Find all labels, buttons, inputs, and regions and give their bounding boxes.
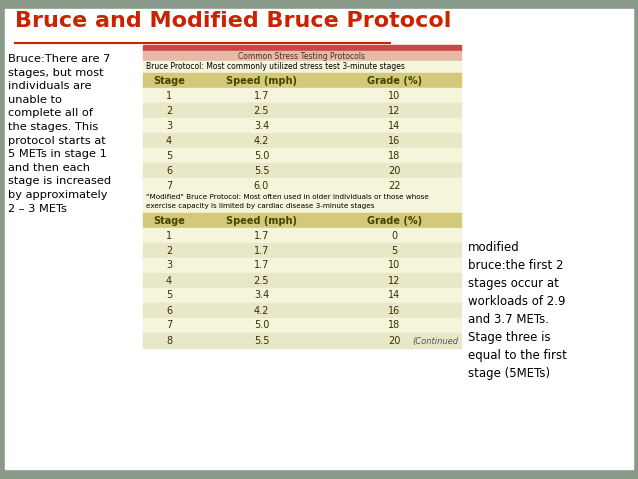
Text: 5.5: 5.5 — [254, 335, 269, 345]
Text: 4: 4 — [166, 136, 172, 146]
Text: 7: 7 — [166, 320, 172, 331]
Text: 1: 1 — [166, 230, 172, 240]
Text: exercise capacity is limited by cardiac disease 3-minute stages: exercise capacity is limited by cardiac … — [146, 203, 375, 209]
Text: 20: 20 — [389, 166, 401, 175]
Text: 2: 2 — [166, 105, 172, 115]
Text: 1.7: 1.7 — [254, 261, 269, 271]
Bar — [143, 333, 461, 348]
Bar — [143, 243, 461, 258]
Text: 6: 6 — [166, 166, 172, 175]
Text: 5: 5 — [391, 246, 397, 255]
Bar — [143, 133, 461, 148]
Bar — [143, 318, 461, 333]
Text: 6.0: 6.0 — [254, 181, 269, 191]
Text: 5.0: 5.0 — [254, 320, 269, 331]
Text: 5: 5 — [166, 150, 172, 160]
Text: 16: 16 — [389, 136, 401, 146]
Text: 4.2: 4.2 — [254, 306, 269, 316]
Text: 3.4: 3.4 — [254, 290, 269, 300]
Text: 16: 16 — [389, 306, 401, 316]
Text: 10: 10 — [389, 261, 401, 271]
Text: Grade (%): Grade (%) — [367, 76, 422, 85]
Text: 6: 6 — [166, 306, 172, 316]
Text: Speed (mph): Speed (mph) — [226, 216, 297, 226]
Bar — [143, 213, 461, 228]
Text: 18: 18 — [389, 320, 401, 331]
Text: Bruce Protocol: Most commonly utilized stress test 3-minute stages: Bruce Protocol: Most commonly utilized s… — [146, 62, 405, 71]
Bar — [143, 88, 461, 103]
Text: 22: 22 — [389, 181, 401, 191]
Text: 1.7: 1.7 — [254, 230, 269, 240]
Bar — [143, 118, 461, 133]
Text: modified
bruce:the first 2
stages occur at
workloads of 2.9
and 3.7 METs.
Stage : modified bruce:the first 2 stages occur … — [468, 241, 567, 380]
Text: 7: 7 — [166, 181, 172, 191]
Text: Bruce and Modified Bruce Protocol: Bruce and Modified Bruce Protocol — [15, 11, 451, 31]
Text: 18: 18 — [389, 150, 401, 160]
Bar — [143, 103, 461, 118]
Text: 3: 3 — [166, 121, 172, 130]
Text: 5: 5 — [166, 290, 172, 300]
Bar — [143, 73, 461, 88]
Text: 8: 8 — [166, 335, 172, 345]
Bar — [143, 163, 461, 178]
Bar — [143, 45, 461, 51]
Text: 12: 12 — [389, 105, 401, 115]
Text: 1.7: 1.7 — [254, 91, 269, 101]
Text: 12: 12 — [389, 275, 401, 285]
Text: 2.5: 2.5 — [254, 275, 269, 285]
Bar — [143, 148, 461, 163]
Text: 10: 10 — [389, 91, 401, 101]
Text: Stage: Stage — [153, 76, 185, 85]
Bar — [143, 178, 461, 193]
Text: 5.0: 5.0 — [254, 150, 269, 160]
Text: 2.5: 2.5 — [254, 105, 269, 115]
Text: 4.2: 4.2 — [254, 136, 269, 146]
Text: Stage: Stage — [153, 216, 185, 226]
Bar — [143, 258, 461, 273]
Bar — [143, 288, 461, 303]
Bar — [143, 193, 461, 213]
Text: 0: 0 — [392, 230, 397, 240]
Bar — [143, 273, 461, 288]
Text: Bruce:There are 7
stages, but most
individuals are
unable to
complete all of
the: Bruce:There are 7 stages, but most indiv… — [8, 54, 111, 214]
Text: Speed (mph): Speed (mph) — [226, 76, 297, 85]
Text: 4: 4 — [166, 275, 172, 285]
Text: 14: 14 — [389, 121, 401, 130]
Bar — [143, 61, 461, 73]
Text: (Continued: (Continued — [412, 337, 458, 346]
Text: 1: 1 — [166, 91, 172, 101]
Bar — [143, 303, 461, 318]
Text: 14: 14 — [389, 290, 401, 300]
Text: Common Stress Testing Protocols: Common Stress Testing Protocols — [239, 52, 366, 60]
Text: 5.5: 5.5 — [254, 166, 269, 175]
Text: 3: 3 — [166, 261, 172, 271]
Bar — [143, 228, 461, 243]
Text: 3.4: 3.4 — [254, 121, 269, 130]
Text: "Modified" Bruce Protocol: Most often used in older individuals or those whose: "Modified" Bruce Protocol: Most often us… — [146, 194, 429, 200]
Text: 1.7: 1.7 — [254, 246, 269, 255]
Text: 2: 2 — [166, 246, 172, 255]
Bar — [143, 51, 461, 60]
Text: 20: 20 — [389, 335, 401, 345]
Text: Grade (%): Grade (%) — [367, 216, 422, 226]
